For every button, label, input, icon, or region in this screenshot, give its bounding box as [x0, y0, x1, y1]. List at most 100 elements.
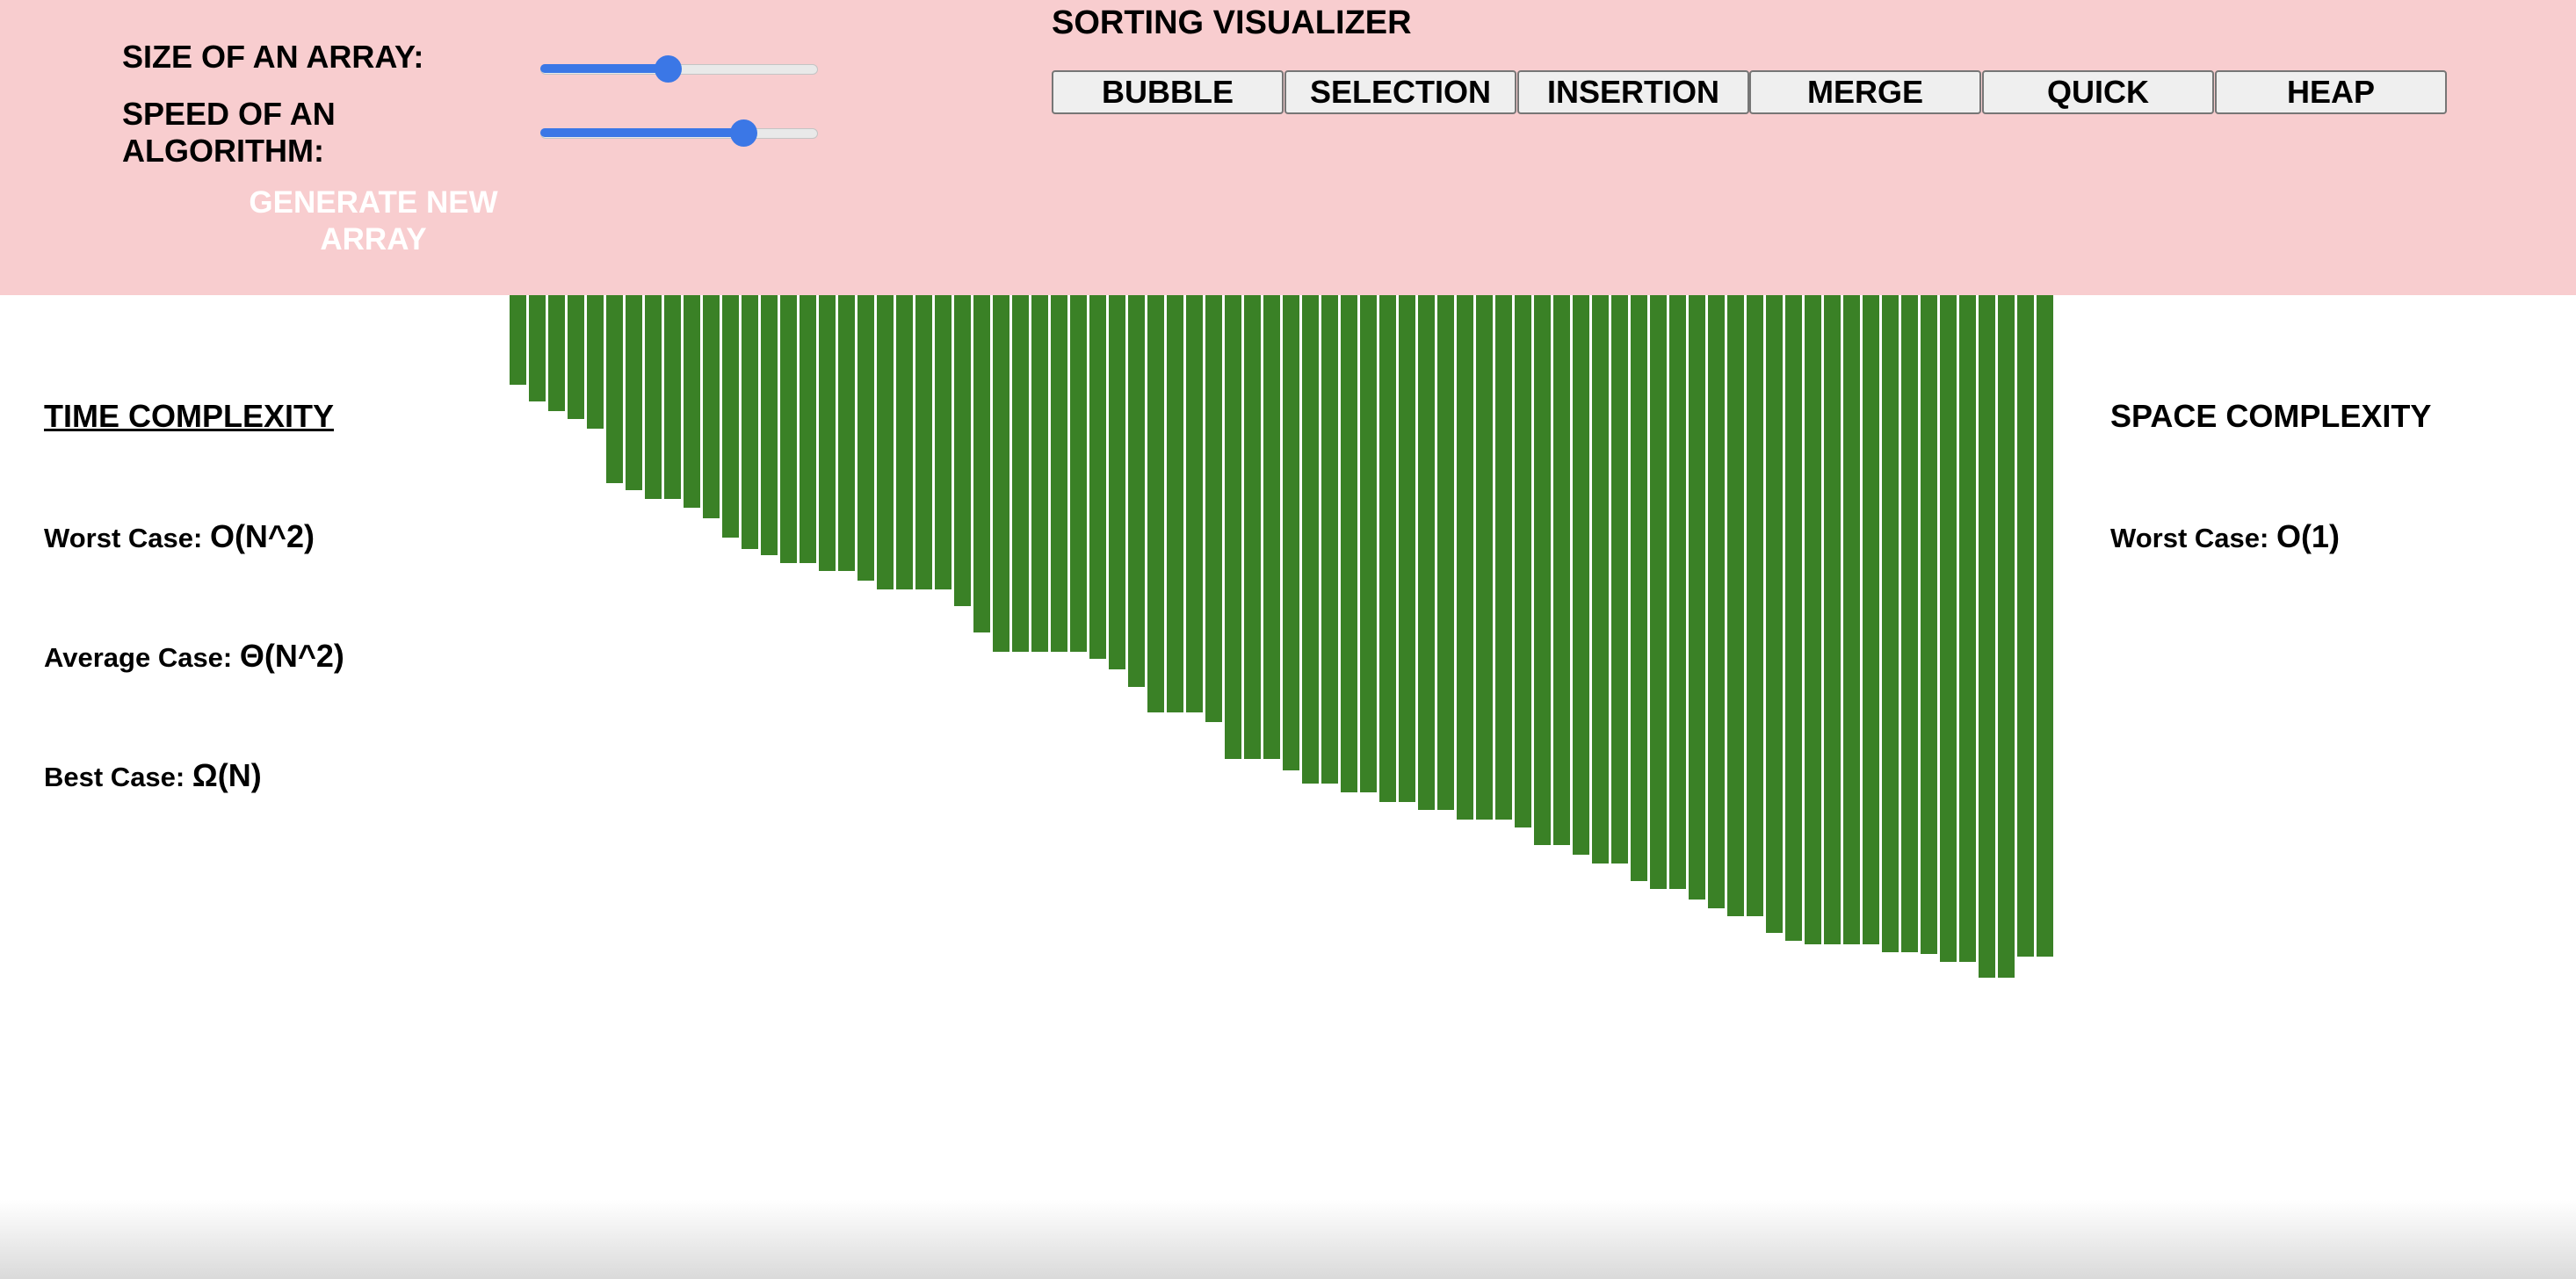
array-bar: [606, 295, 623, 483]
time-average-value: Θ(N^2): [239, 638, 344, 674]
array-bar: [1708, 295, 1725, 908]
array-bar: [1167, 295, 1183, 712]
array-bar: [1109, 295, 1125, 669]
array-bar: [664, 295, 681, 499]
time-worst-value: O(N^2): [209, 518, 315, 554]
space-worst-value: O(1): [2276, 518, 2340, 554]
array-bar: [1805, 295, 1821, 944]
array-bar: [1863, 295, 1879, 944]
array-bar: [587, 295, 604, 429]
array-bar: [1592, 295, 1609, 864]
time-average-case: Average Case: Θ(N^2): [44, 639, 344, 676]
array-bar: [1843, 295, 1860, 944]
array-bar: [1959, 295, 1976, 962]
array-bar: [1901, 295, 1918, 952]
array-bar: [1070, 295, 1087, 652]
array-bar: [1341, 295, 1357, 792]
time-best-value: Ω(N): [192, 757, 262, 793]
slider-thumb[interactable]: [655, 55, 683, 83]
time-best-case: Best Case: Ω(N): [44, 758, 262, 795]
array-bar: [645, 295, 662, 499]
array-bar: [838, 295, 855, 571]
algorithm-speed-label: SPEED OF AN ALGORITHM:: [122, 96, 336, 169]
array-bar: [684, 295, 700, 508]
array-bars-chart: [510, 295, 2056, 978]
array-bar: [1012, 295, 1029, 652]
array-bar: [1921, 295, 1937, 954]
array-bar: [1031, 295, 1048, 652]
array-bar: [1495, 295, 1512, 820]
array-bar: [1321, 295, 1338, 784]
array-bar: [1882, 295, 1899, 952]
array-bar: [1553, 295, 1570, 845]
insertion-sort-button[interactable]: INSERTION: [1517, 70, 1749, 114]
slider-fill: [540, 64, 669, 73]
array-bar: [1631, 295, 1647, 881]
array-bar: [510, 295, 526, 385]
heap-sort-button[interactable]: HEAP: [2215, 70, 2447, 114]
array-bar: [993, 295, 1009, 652]
array-bar: [1437, 295, 1454, 810]
array-bar: [1534, 295, 1551, 845]
array-bar: [1669, 295, 1686, 889]
time-average-label: Average Case:: [44, 642, 233, 673]
array-bar: [1515, 295, 1531, 827]
array-bar: [2017, 295, 2034, 957]
array-bar: [1360, 295, 1377, 792]
array-bar: [1457, 295, 1473, 820]
array-bar: [1747, 295, 1763, 916]
app-title: SORTING VISUALIZER: [1052, 4, 1412, 41]
array-bar: [1399, 295, 1415, 802]
array-bar: [1998, 295, 2015, 978]
algorithm-speed-slider[interactable]: [540, 119, 818, 147]
array-bar: [877, 295, 894, 589]
array-bar: [1940, 295, 1957, 962]
bottom-shadow: [0, 1200, 2576, 1279]
generate-new-array-button[interactable]: GENERATE NEW ARRAY: [220, 184, 527, 258]
array-bar: [703, 295, 720, 518]
time-worst-case: Worst Case: O(N^2): [44, 519, 315, 556]
array-size-label: SIZE OF AN ARRAY:: [122, 39, 424, 75]
bubble-sort-button[interactable]: BUBBLE: [1052, 70, 1284, 114]
array-bar: [857, 295, 874, 581]
array-bar: [1302, 295, 1319, 784]
array-bar: [1573, 295, 1589, 855]
array-bar: [626, 295, 642, 490]
array-bar: [1186, 295, 1203, 712]
array-bar: [915, 295, 932, 589]
space-worst-case: Worst Case: O(1): [2110, 519, 2340, 556]
quick-sort-button[interactable]: QUICK: [1982, 70, 2214, 114]
array-bar: [548, 295, 565, 411]
array-bar: [935, 295, 952, 589]
space-complexity-title: SPACE COMPLEXITY: [2110, 398, 2432, 434]
array-bar: [1785, 295, 1802, 941]
time-worst-label: Worst Case:: [44, 523, 203, 553]
array-bar: [1263, 295, 1280, 759]
array-bar: [1283, 295, 1299, 770]
array-bar: [896, 295, 913, 589]
array-bar: [1244, 295, 1261, 759]
merge-sort-button[interactable]: MERGE: [1749, 70, 1981, 114]
array-size-slider[interactable]: [540, 55, 818, 83]
array-bar: [761, 295, 778, 555]
selection-sort-button[interactable]: SELECTION: [1284, 70, 1516, 114]
control-header: SIZE OF AN ARRAY: SPEED OF AN ALGORITHM:…: [0, 0, 2576, 295]
array-bar: [1051, 295, 1067, 652]
array-bar: [973, 295, 990, 632]
array-bar: [1089, 295, 1106, 659]
time-complexity-title: TIME COMPLEXITY: [44, 398, 335, 434]
array-bar: [800, 295, 816, 563]
array-bar: [1147, 295, 1164, 712]
array-bar: [1225, 295, 1241, 759]
array-bar: [819, 295, 836, 571]
array-bar: [780, 295, 797, 563]
array-bar: [1418, 295, 1435, 810]
array-bar: [1979, 295, 1995, 978]
array-bar: [529, 295, 546, 401]
array-bar: [722, 295, 739, 538]
array-bar: [1727, 295, 1744, 916]
array-bar: [1476, 295, 1493, 820]
slider-thumb[interactable]: [729, 119, 757, 147]
array-bar: [1128, 295, 1145, 687]
array-bar: [1824, 295, 1841, 944]
